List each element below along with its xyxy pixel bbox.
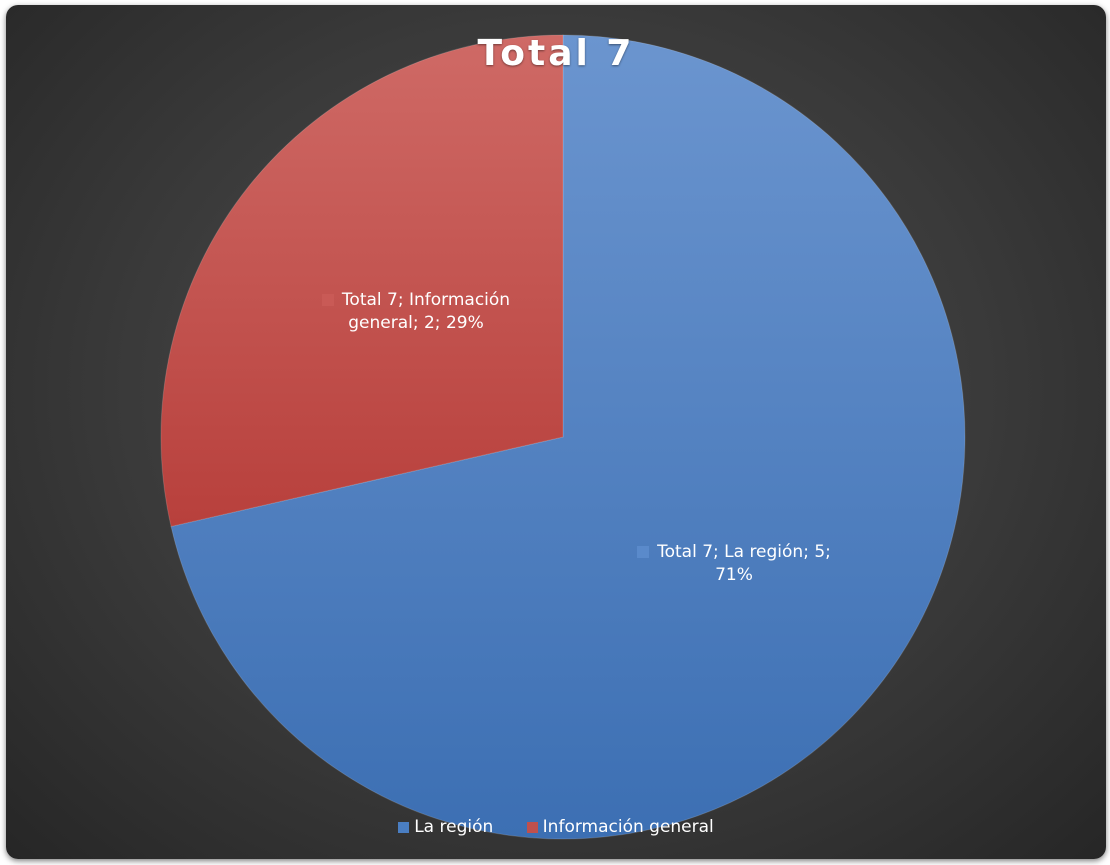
legend-swatch-la-region xyxy=(398,822,410,833)
legend-swatch-informacion-general xyxy=(526,822,538,833)
pie-slice-la-region xyxy=(170,34,966,840)
data-label-informacion-general-line2: general; 2; 29% xyxy=(348,313,484,333)
chart-area: Total 7 Total 7; La región; 5; 71% Total… xyxy=(6,5,1106,859)
legend-label-informacion-general: Información general xyxy=(542,817,714,837)
pie-chart xyxy=(160,34,966,840)
data-label-informacion-general: Total 7; Información general; 2; 29% xyxy=(291,289,541,335)
data-label-la-region-line1: Total 7; La región; 5; xyxy=(657,542,831,562)
data-label-la-region-line2: 71% xyxy=(715,565,753,585)
data-label-informacion-general-line1: Total 7; Información xyxy=(341,290,511,310)
data-label-swatch-informacion-general xyxy=(321,294,334,306)
data-label-swatch-la-region xyxy=(637,546,650,558)
legend: La región Información general xyxy=(6,817,1106,837)
legend-item-informacion-general: Información general xyxy=(526,817,714,837)
pie-slice-informacion-general xyxy=(160,34,564,528)
legend-label-la-region: La región xyxy=(414,817,494,837)
legend-item-la-region: La región xyxy=(398,817,493,837)
data-label-la-region: Total 7; La región; 5; 71% xyxy=(604,541,864,587)
